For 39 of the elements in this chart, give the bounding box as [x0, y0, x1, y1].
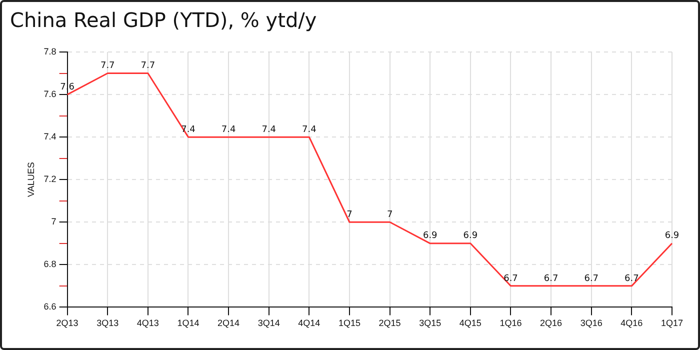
- y-tick-label: 7.2: [44, 174, 56, 184]
- x-tick-label: 1Q17: [660, 318, 684, 328]
- y-tick-label: 7.6: [44, 89, 56, 100]
- data-label: 7.4: [262, 124, 276, 135]
- data-label: 6.7: [504, 274, 518, 284]
- y-tick-label: 6.8: [44, 259, 56, 270]
- data-label: 6.9: [664, 231, 680, 242]
- y-tick-label: 7.8: [44, 46, 56, 56]
- data-label: 6.7: [584, 274, 599, 284]
- x-tick-label: 2Q14: [218, 318, 240, 328]
- x-tick-label: 4Q14: [298, 318, 320, 328]
- data-label: 6.7: [544, 274, 558, 284]
- x-tick-label: 3Q16: [580, 318, 602, 328]
- x-tick-label: 1Q16: [500, 318, 522, 328]
- data-label: 6.9: [463, 231, 478, 242]
- y-tick-label: 6.6: [44, 302, 56, 312]
- data-label: 7.7: [100, 61, 115, 72]
- data-label: 7.4: [302, 124, 317, 135]
- y-axis-title: VALUES: [26, 162, 36, 198]
- x-tick-label: 1Q14: [177, 318, 200, 328]
- x-tick-label: 4Q15: [459, 318, 482, 328]
- y-tick-label: 7: [51, 216, 56, 227]
- x-tick-label: 3Q14: [258, 318, 280, 328]
- data-label: 7: [346, 210, 352, 220]
- x-tick-label: 2Q16: [540, 318, 562, 328]
- y-tick-label: 7.4: [44, 132, 56, 142]
- x-tick-label: 2Q13: [56, 318, 78, 328]
- data-label: 7.4: [221, 124, 236, 135]
- data-label: 7.7: [140, 61, 156, 72]
- x-tick-label: 2Q15: [378, 318, 401, 328]
- data-label: 6.9: [422, 231, 438, 242]
- x-tick-label: 4Q13: [136, 318, 159, 328]
- x-tick-label: 4Q16: [620, 318, 643, 328]
- x-tick-label: 3Q15: [419, 318, 442, 328]
- data-label: 7: [386, 210, 393, 220]
- chart-title: China Real GDP (YTD), % ytd/y: [10, 8, 317, 32]
- x-tick-label: 1Q15: [338, 318, 361, 328]
- data-label: 6.7: [624, 274, 639, 284]
- x-tick-label: 3Q13: [96, 318, 119, 328]
